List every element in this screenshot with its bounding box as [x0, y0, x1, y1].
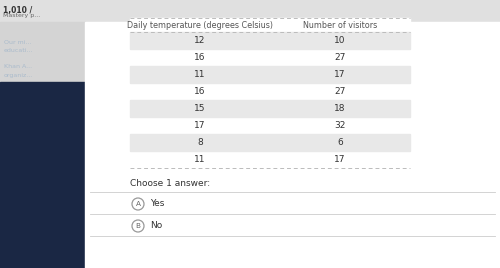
Text: 16: 16 — [194, 87, 206, 96]
Bar — [130, 18, 410, 168]
Bar — [130, 134, 410, 151]
Text: 11: 11 — [194, 70, 206, 79]
Text: 16: 16 — [194, 53, 206, 62]
Text: Number of visitors: Number of visitors — [303, 20, 377, 29]
Bar — [0, 22, 85, 82]
Circle shape — [132, 220, 144, 232]
Bar — [85, 22, 500, 268]
Text: organiz...: organiz... — [4, 73, 33, 77]
Text: 17: 17 — [334, 70, 346, 79]
Text: No: No — [150, 221, 162, 230]
Bar — [130, 100, 410, 117]
Text: Yes: Yes — [150, 199, 164, 209]
Bar — [130, 66, 410, 83]
Text: 32: 32 — [334, 121, 345, 130]
Text: 27: 27 — [334, 87, 345, 96]
Text: 27: 27 — [334, 53, 345, 62]
Text: 10: 10 — [334, 36, 346, 45]
Text: Choose 1 answer:: Choose 1 answer: — [130, 178, 210, 188]
Text: educati...: educati... — [4, 47, 34, 53]
Circle shape — [132, 198, 144, 210]
Text: A: A — [136, 201, 140, 207]
Text: Our mi...: Our mi... — [4, 39, 32, 44]
Bar — [0, 0, 500, 22]
Text: 15: 15 — [194, 104, 206, 113]
Text: B: B — [136, 223, 140, 229]
Text: 17: 17 — [194, 121, 206, 130]
Text: 11: 11 — [194, 155, 206, 164]
Text: 12: 12 — [194, 36, 205, 45]
Bar — [130, 32, 410, 49]
Text: Daily temperature (degrees Celsius): Daily temperature (degrees Celsius) — [127, 20, 273, 29]
Bar — [0, 82, 85, 268]
Text: 18: 18 — [334, 104, 346, 113]
Text: 8: 8 — [197, 138, 203, 147]
Text: Mastery p...: Mastery p... — [3, 13, 40, 18]
Text: 1,010 /: 1,010 / — [3, 6, 32, 16]
Text: 6: 6 — [337, 138, 343, 147]
Text: 17: 17 — [334, 155, 346, 164]
Text: Khan A...: Khan A... — [4, 65, 32, 69]
